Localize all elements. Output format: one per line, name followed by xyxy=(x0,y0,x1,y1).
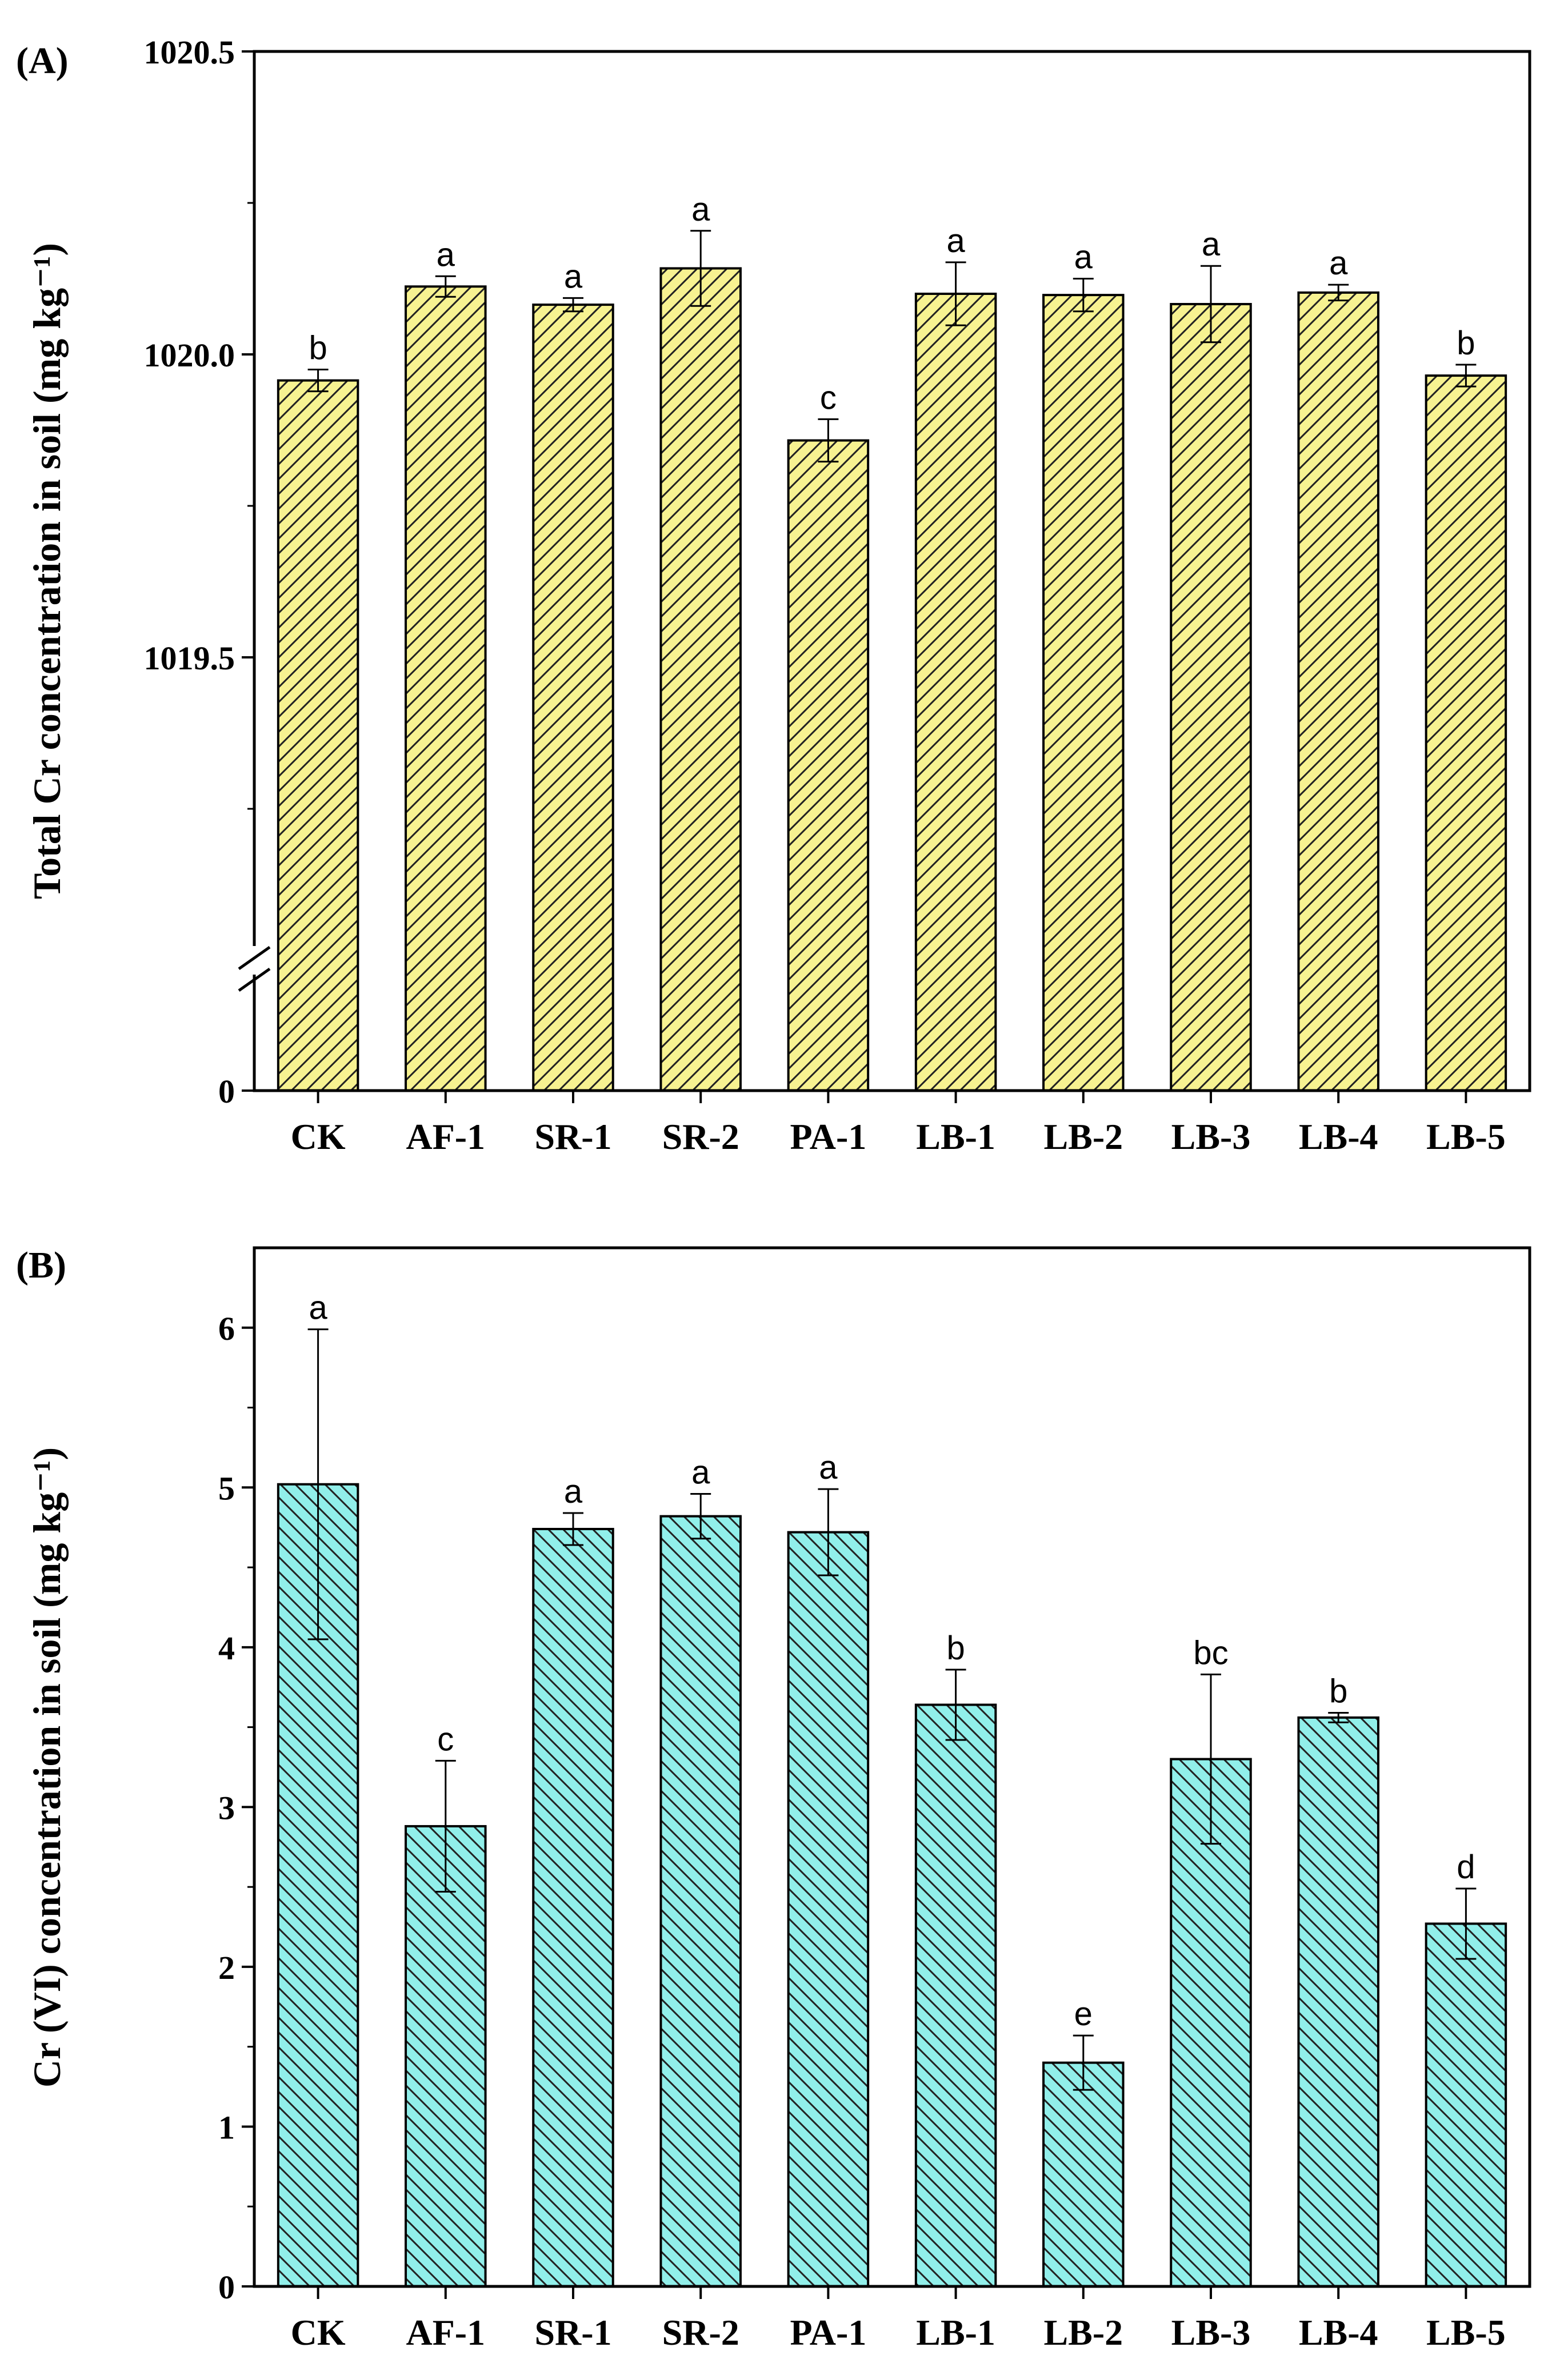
x-tick-label: PA-1 xyxy=(790,1116,866,1157)
bar xyxy=(1042,2061,1125,2288)
significance-label: a xyxy=(1329,245,1348,282)
panel-a-marks: b a a a c a a a a b xyxy=(277,191,1507,1092)
x-tick-label: PA-1 xyxy=(790,2312,866,2353)
x-tick-label: CK xyxy=(291,1116,346,1157)
x-tick-label: LB-2 xyxy=(1043,1116,1123,1157)
x-tick-label: LB-3 xyxy=(1171,1116,1251,1157)
bar xyxy=(1170,1758,1252,2288)
y-tick-label: 1020.5 xyxy=(144,34,235,71)
y-tick-label: 1 xyxy=(218,2109,235,2146)
x-tick-label: SR-2 xyxy=(662,1116,739,1157)
panel-b: (B) a c a a a b e bc b d CK AF-1 SR-1 SR-2 PA-1 LB-1 LB… xyxy=(16,1244,1531,2353)
bar xyxy=(787,1531,870,2288)
panel-a-axis-break-mark xyxy=(238,945,271,971)
bar xyxy=(277,379,359,1092)
bar xyxy=(1425,374,1507,1092)
y-tick-label: 4 xyxy=(218,1630,235,1667)
significance-label: a xyxy=(946,222,965,260)
bar xyxy=(405,1825,487,2288)
x-tick-label: LB-5 xyxy=(1426,2312,1506,2353)
significance-label: a xyxy=(691,191,710,228)
significance-label: a xyxy=(309,1290,327,1327)
y-tick-label: 3 xyxy=(218,1789,235,1826)
x-tick-label: LB-4 xyxy=(1299,1116,1378,1157)
panel-a-axis-break-mark xyxy=(238,967,271,992)
significance-label: a xyxy=(564,258,583,295)
bar xyxy=(1425,1922,1507,2288)
significance-label: a xyxy=(1202,226,1221,263)
panel-b-axes: CK AF-1 SR-1 SR-2 PA-1 LB-1 LB-2 LB-3 LB-4 LB-5 0 1… xyxy=(218,1246,1531,2353)
bar xyxy=(532,1527,614,2288)
bar xyxy=(914,293,997,1092)
bar xyxy=(914,1703,997,2288)
significance-label: b xyxy=(1457,325,1475,362)
significance-label: bc xyxy=(1193,1634,1228,1671)
y-tick-label: 0 xyxy=(218,1073,235,1110)
x-tick-label: LB-5 xyxy=(1426,1116,1506,1157)
panel-a-y-axis-title: Total Cr concentration in soil (mg kg⁻¹) xyxy=(25,243,69,899)
bar xyxy=(1297,1716,1379,2288)
panel-b-marks: a c a a a b e bc b d xyxy=(277,1290,1507,2288)
significance-label: a xyxy=(564,1473,583,1510)
panel-b-plot-frame xyxy=(253,1246,1531,2288)
significance-label: d xyxy=(1457,1849,1475,1886)
x-tick-label: LB-1 xyxy=(916,2312,995,2353)
x-tick-label: AF-1 xyxy=(406,1116,485,1157)
y-tick-label: 2 xyxy=(218,1949,235,1986)
bar xyxy=(1297,291,1379,1092)
significance-label: c xyxy=(437,1721,454,1758)
x-tick-label: CK xyxy=(291,2312,346,2353)
x-tick-label: AF-1 xyxy=(406,2312,485,2353)
x-tick-label: LB-1 xyxy=(916,1116,995,1157)
x-tick-label: LB-4 xyxy=(1299,2312,1378,2353)
significance-label: b xyxy=(946,1630,965,1667)
x-tick-label: SR-2 xyxy=(662,2312,739,2353)
significance-label: c xyxy=(820,379,837,416)
bar xyxy=(659,1515,742,2288)
bar xyxy=(405,285,487,1092)
panel-a-axes: CK AF-1 SR-1 SR-2 PA-1 LB-1 LB-2 LB-3 LB-4 LB-5 0 1… xyxy=(144,34,1531,1157)
panel-b-y-axis-title: Cr (VI) concentration in soil (mg kg⁻¹) xyxy=(25,1447,69,2087)
panel-a: (A) b a a a c a a a a b CK AF-1 SR-1 SR-2 PA-1 LB-1 LB-… xyxy=(16,34,1531,1157)
y-tick-label: 0 xyxy=(218,2269,235,2306)
significance-label: a xyxy=(819,1449,838,1486)
x-tick-label: SR-1 xyxy=(534,1116,611,1157)
y-tick-label: 1020.0 xyxy=(144,337,235,374)
y-tick-label: 1019.5 xyxy=(144,640,235,677)
y-tick-label: 5 xyxy=(218,1470,235,1507)
bar xyxy=(1042,294,1125,1092)
significance-label: a xyxy=(691,1454,710,1491)
bar xyxy=(1170,303,1252,1092)
x-tick-label: LB-3 xyxy=(1171,2312,1251,2353)
significance-label: b xyxy=(309,330,327,367)
panel-b-label: (B) xyxy=(16,1244,66,1286)
y-tick-label: 6 xyxy=(218,1310,235,1347)
x-tick-label: SR-1 xyxy=(534,2312,611,2353)
panel-a-label: (A) xyxy=(16,40,69,82)
bar xyxy=(787,439,870,1092)
panel-a-plot-frame xyxy=(253,50,1531,1092)
bar xyxy=(659,267,742,1092)
significance-label: b xyxy=(1329,1673,1347,1710)
x-tick-label: LB-2 xyxy=(1043,2312,1123,2353)
significance-label: e xyxy=(1074,1995,1093,2033)
bar xyxy=(532,304,614,1092)
significance-label: a xyxy=(437,236,455,273)
significance-label: a xyxy=(1074,239,1093,276)
